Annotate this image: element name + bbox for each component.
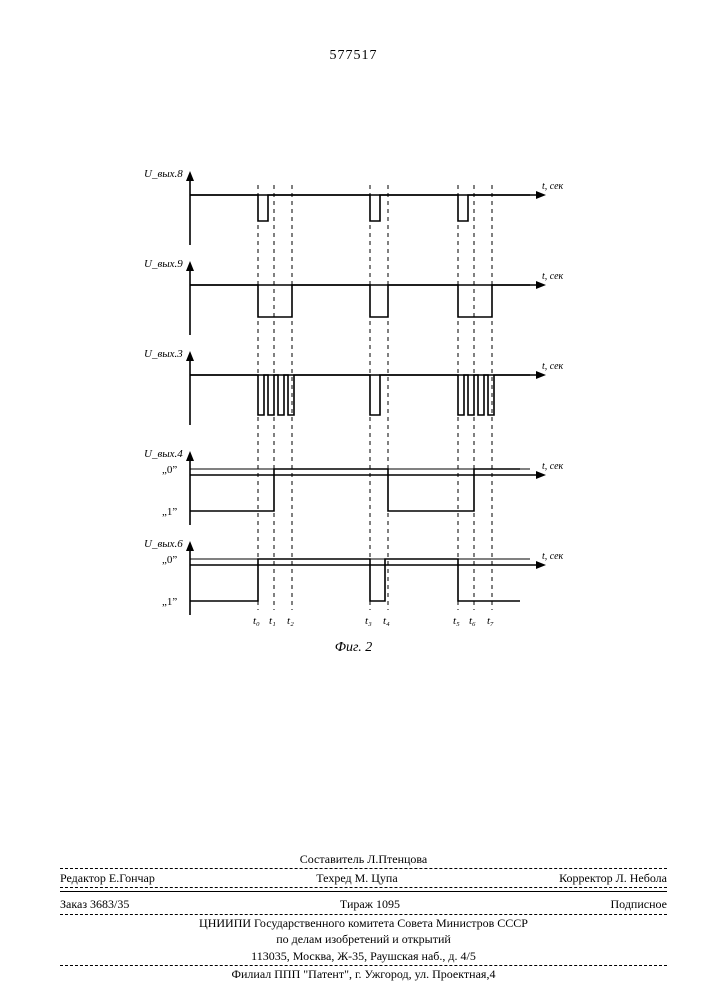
- svg-text:„1”: „1”: [162, 596, 177, 608]
- svg-text:„0”: „0”: [162, 464, 177, 476]
- svg-text:t₁: t₁: [269, 615, 276, 627]
- svg-text:t₄: t₄: [383, 615, 390, 627]
- svg-text:t₆: t₆: [469, 615, 476, 627]
- order-no: Заказ 3683/35: [60, 896, 129, 912]
- composer: Составитель Л.Птенцова: [300, 851, 428, 867]
- page: 577517 U_вых.8 t, сек U_вых.9 t, сек U_вых.3…: [0, 0, 707, 1000]
- org-line-2: по делам изобретений и открытий: [60, 931, 667, 947]
- svg-text:t₀: t₀: [253, 615, 260, 627]
- svg-text:„1”: „1”: [162, 506, 177, 518]
- svg-text:t, сек: t, сек: [542, 271, 564, 282]
- footer-row-3: Заказ 3683/35 Тираж 1095 Подписное: [60, 895, 667, 914]
- timing-diagram: U_вых.8 t, сек U_вых.9 t, сек U_вых.3 t, сек U…: [140, 160, 570, 640]
- svg-text:U_вых.3: U_вых.3: [144, 348, 183, 360]
- svg-text:t₅: t₅: [453, 615, 460, 627]
- document-number: 577517: [0, 48, 707, 64]
- svg-text:t₇: t₇: [487, 615, 494, 627]
- divider: [60, 891, 667, 892]
- address-2: Филиал ППП "Патент", г. Ужгород, ул. Про…: [60, 966, 667, 982]
- footer-row-4: 113035, Москва, Ж-35, Раушская наб., д. …: [60, 947, 667, 966]
- footer-row-2: Редактор Е.Гончар Техред М. Цупа Коррект…: [60, 869, 667, 888]
- svg-text:U_вых.4: U_вых.4: [144, 448, 183, 460]
- svg-text:t, сек: t, сек: [542, 461, 564, 472]
- footer-block: Составитель Л.Птенцова Редактор Е.Гончар…: [60, 850, 667, 982]
- svg-text:t₂: t₂: [287, 615, 294, 627]
- org-line-1: ЦНИИПИ Государственного комитета Совета …: [60, 915, 667, 931]
- footer-row-1: Составитель Л.Птенцова: [60, 850, 667, 869]
- editor: Редактор Е.Гончар: [60, 870, 155, 886]
- corrector: Корректор Л. Небола: [559, 870, 667, 886]
- subscription: Подписное: [611, 896, 668, 912]
- svg-text:t₃: t₃: [365, 615, 372, 627]
- figure-caption: Фиг. 2: [0, 640, 707, 656]
- svg-text:U_вых.9: U_вых.9: [144, 258, 183, 270]
- svg-text:t, сек: t, сек: [542, 551, 564, 562]
- svg-text:t, сек: t, сек: [542, 181, 564, 192]
- svg-text:U_вых.8: U_вых.8: [144, 168, 183, 180]
- svg-text:„0”: „0”: [162, 554, 177, 566]
- svg-text:t, сек: t, сек: [542, 361, 564, 372]
- techred: Техред М. Цупа: [316, 870, 397, 886]
- address-1: 113035, Москва, Ж-35, Раушская наб., д. …: [251, 948, 476, 964]
- tirage: Тираж 1095: [340, 896, 400, 912]
- svg-text:U_вых.6: U_вых.6: [144, 538, 183, 550]
